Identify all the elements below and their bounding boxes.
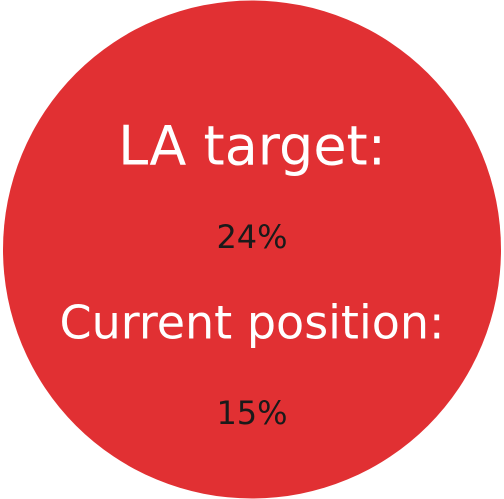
target-label: LA target: — [118, 115, 386, 178]
current-value: 15% — [216, 394, 287, 432]
current-label: Current position: — [59, 296, 444, 350]
target-value: 24% — [216, 218, 287, 256]
badge-circle — [3, 0, 501, 499]
